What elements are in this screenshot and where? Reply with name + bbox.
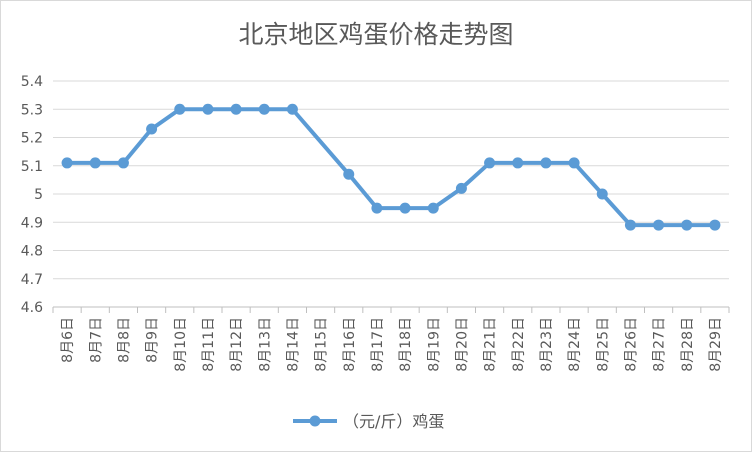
y-tick-label: 5.3 xyxy=(21,102,43,118)
x-tick-label: 8月9日 xyxy=(145,317,161,363)
x-tick-label: 8月27日 xyxy=(652,317,668,372)
x-tick-label: 8月15日 xyxy=(314,317,330,372)
x-tick-label: 8月21日 xyxy=(483,317,499,372)
x-tick-label: 8月17日 xyxy=(370,317,386,372)
data-point xyxy=(455,182,467,194)
x-tick-label: 8月29日 xyxy=(708,317,724,372)
x-axis: 8月6日 8月7日 8月8日 8月9日 8月10日 8月11日 8月12日 8月13日 8月14… xyxy=(52,306,730,372)
x-tick-label: 8月23日 xyxy=(539,317,555,372)
legend-marker xyxy=(309,415,321,427)
x-tick-label: 8月19日 xyxy=(426,317,442,372)
y-axis: 4.6 4.7 4.8 4.9 5 5.1 5.2 5.3 5.4 xyxy=(21,74,43,316)
x-tick-label: 8月6日 xyxy=(60,317,76,363)
data-point xyxy=(202,103,214,115)
x-tick-label: 8月16日 xyxy=(342,317,358,372)
data-point xyxy=(117,157,129,169)
series-line xyxy=(65,107,717,228)
y-tick-label: 4.9 xyxy=(21,215,43,231)
x-tick-label: 8月22日 xyxy=(511,317,527,372)
y-tick-label: 4.6 xyxy=(21,300,43,316)
x-tick-label: 8月14日 xyxy=(285,317,301,372)
data-point xyxy=(540,157,552,169)
y-tick-label: 4.8 xyxy=(21,244,43,260)
x-tick-label: 8月11日 xyxy=(201,317,217,372)
x-tick-label: 8月10日 xyxy=(173,317,189,372)
data-point xyxy=(146,123,158,135)
x-tick-label: 8月8日 xyxy=(116,317,132,363)
y-tick-label: 5.2 xyxy=(21,131,43,147)
data-point xyxy=(568,157,580,169)
x-tick-label: 8月24日 xyxy=(567,317,583,372)
x-tick-label: 8月25日 xyxy=(595,317,611,372)
data-point xyxy=(230,103,242,115)
data-point xyxy=(653,219,665,231)
data-point xyxy=(427,202,439,214)
data-point xyxy=(624,219,636,231)
x-tick-label: 8月13日 xyxy=(257,317,273,372)
y-tick-label: 5 xyxy=(34,187,43,203)
data-point xyxy=(512,157,524,169)
data-point xyxy=(343,168,355,180)
data-point xyxy=(371,202,383,214)
data-point xyxy=(596,188,608,200)
data-point xyxy=(286,103,298,115)
y-tick-label: 5.4 xyxy=(21,74,43,90)
gridlines xyxy=(53,80,729,308)
data-point xyxy=(258,103,270,115)
chart-title: 北京地区鸡蛋价格走势图 xyxy=(238,20,513,49)
data-point xyxy=(399,202,411,214)
y-tick-label: 5.1 xyxy=(21,159,43,175)
data-point xyxy=(709,219,721,231)
data-point xyxy=(89,157,101,169)
legend-label: （元/斤）鸡蛋 xyxy=(343,412,444,431)
x-tick-label: 8月20日 xyxy=(454,317,470,372)
data-point xyxy=(174,103,186,115)
x-tick-label: 8月26日 xyxy=(623,317,639,372)
x-tick-label: 8月28日 xyxy=(680,317,696,372)
y-tick-label: 4.7 xyxy=(21,272,43,288)
data-point xyxy=(681,219,693,231)
x-tick-label: 8月7日 xyxy=(88,317,104,363)
x-tick-label: 8月18日 xyxy=(398,317,414,372)
series-layer xyxy=(61,103,721,231)
legend: （元/斤）鸡蛋 xyxy=(293,412,444,431)
data-point xyxy=(61,157,73,169)
x-tick-label: 8月12日 xyxy=(229,317,245,372)
data-point xyxy=(484,157,496,169)
